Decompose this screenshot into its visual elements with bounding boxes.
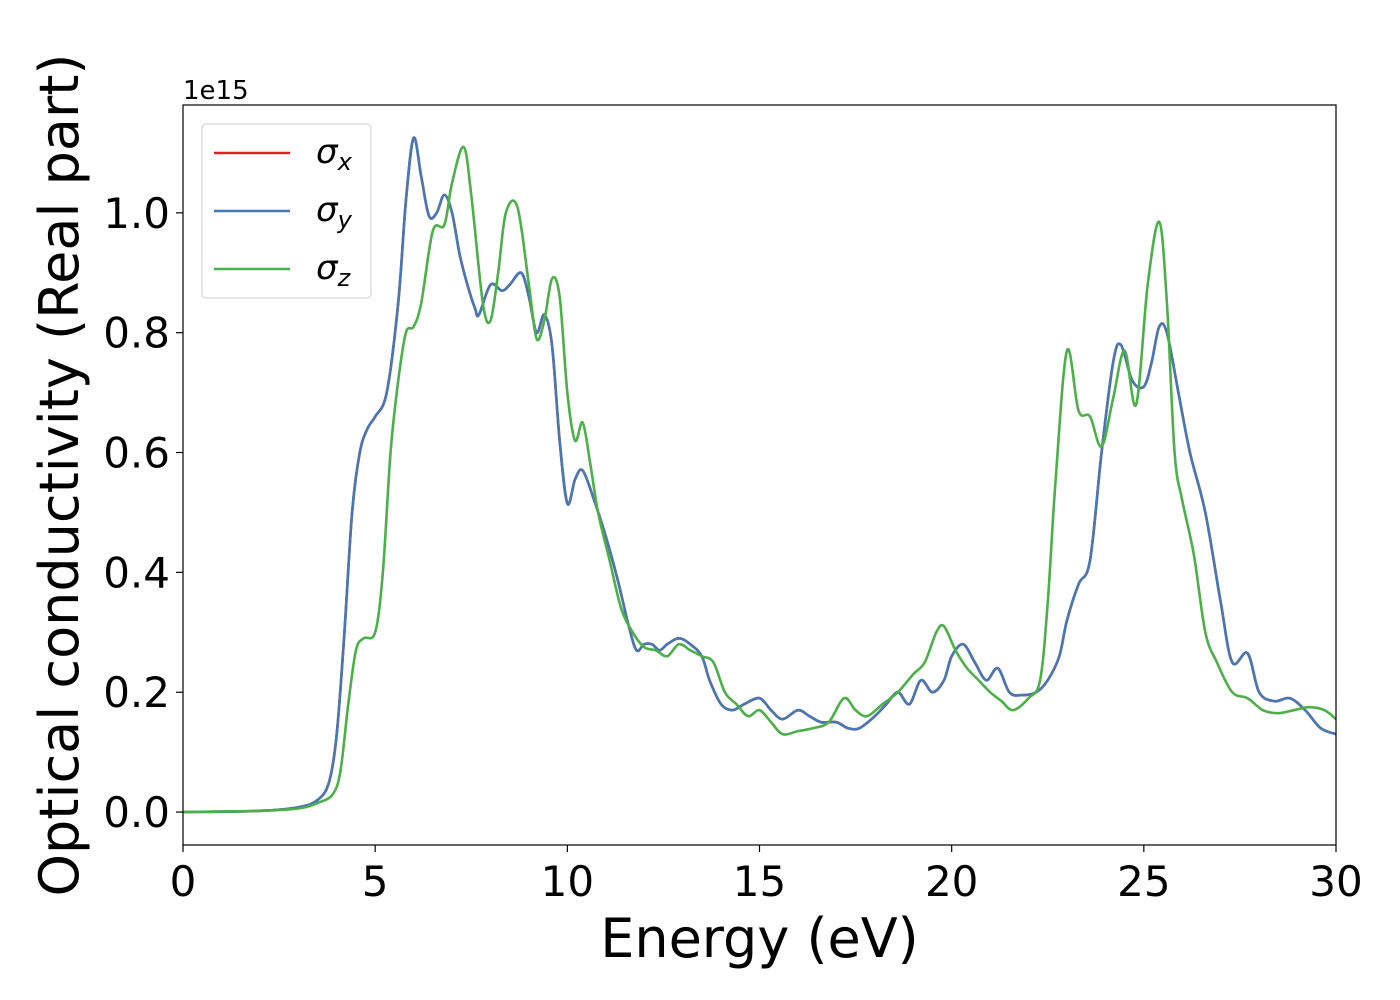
y-tick-label: 0.6 (103, 429, 170, 478)
legend-entries: σx σy σz (214, 132, 353, 292)
y-tick-label: 0.4 (103, 548, 170, 597)
y-axis: 0.0 0.2 0.4 0.6 0.8 1.0 (103, 189, 183, 837)
legend: σx σy σz (201, 123, 372, 299)
x-tick-label: 5 (362, 857, 389, 906)
x-axis: 0 5 10 15 20 25 30 (170, 845, 1363, 906)
legend-label-z: σz (316, 248, 352, 292)
y-tick-label: 0.2 (103, 668, 170, 717)
plot-area (183, 105, 1336, 845)
y-tick-label: 0.0 (103, 788, 170, 837)
series-line-y (183, 136, 1336, 814)
x-tick-label: 20 (925, 857, 978, 906)
y-offset-label: 1e15 (183, 76, 249, 106)
legend-label-y: σy (316, 190, 353, 234)
x-tick-label: 0 (170, 857, 197, 906)
y-tick-label: 0.8 (103, 309, 170, 358)
x-axis-label: Energy (eV) (600, 907, 919, 970)
y-axis-label: Optical conductivity (Real part) (28, 54, 91, 897)
x-tick-label: 25 (1117, 857, 1170, 906)
x-tick-label: 30 (1309, 857, 1362, 906)
legend-label-x: σx (316, 132, 353, 176)
x-tick-label: 15 (733, 857, 786, 906)
series-layer (183, 136, 1336, 814)
x-tick-label: 10 (541, 857, 594, 906)
y-tick-label: 1.0 (103, 189, 170, 238)
series-line-z (183, 145, 1336, 814)
